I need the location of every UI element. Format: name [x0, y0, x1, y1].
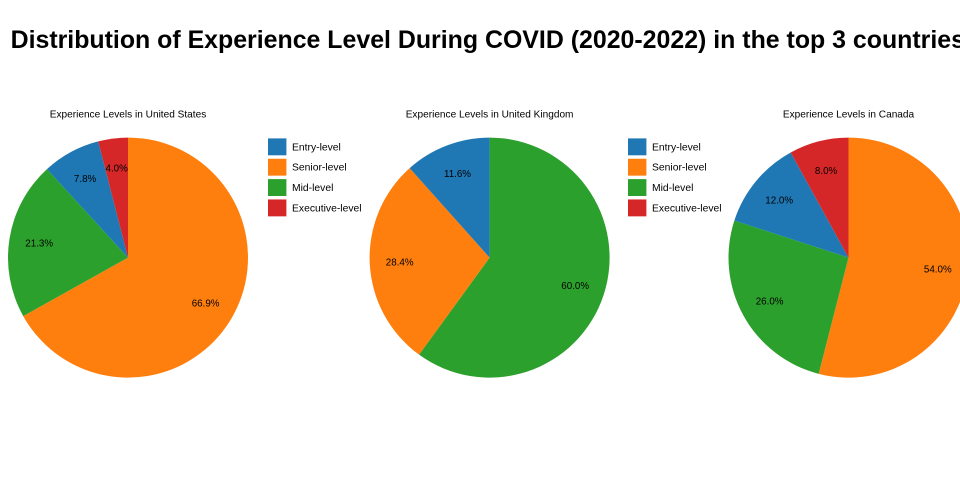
svg-text:Experience Levels in United St: Experience Levels in United States: [50, 110, 207, 121]
svg-text:Distribution of Experience Lev: Distribution of Experience Level During …: [11, 26, 960, 54]
svg-text:4.0%: 4.0%: [106, 164, 129, 175]
svg-text:54.0%: 54.0%: [924, 264, 952, 275]
svg-text:Mid-level: Mid-level: [292, 183, 333, 194]
svg-text:Experience Levels in United Ki: Experience Levels in United Kingdom: [406, 110, 574, 121]
svg-text:Entry-level: Entry-level: [292, 142, 341, 153]
svg-text:7.8%: 7.8%: [74, 174, 97, 185]
svg-text:60.0%: 60.0%: [561, 281, 589, 292]
svg-text:66.9%: 66.9%: [192, 299, 220, 310]
svg-text:12.0%: 12.0%: [765, 196, 793, 207]
svg-text:Entry-level: Entry-level: [652, 142, 701, 153]
svg-text:28.4%: 28.4%: [386, 258, 414, 269]
svg-text:Executive-level: Executive-level: [292, 203, 362, 214]
svg-text:Senior-level: Senior-level: [292, 163, 347, 174]
svg-text:Executive-level: Executive-level: [652, 203, 722, 214]
svg-text:8.0%: 8.0%: [815, 166, 838, 177]
svg-text:Senior-level: Senior-level: [652, 163, 707, 174]
svg-text:26.0%: 26.0%: [756, 296, 784, 307]
svg-text:21.3%: 21.3%: [25, 239, 53, 250]
svg-text:11.6%: 11.6%: [444, 169, 471, 180]
svg-text:Mid-level: Mid-level: [652, 183, 693, 194]
svg-text:Experience Levels in Canada: Experience Levels in Canada: [783, 110, 915, 121]
